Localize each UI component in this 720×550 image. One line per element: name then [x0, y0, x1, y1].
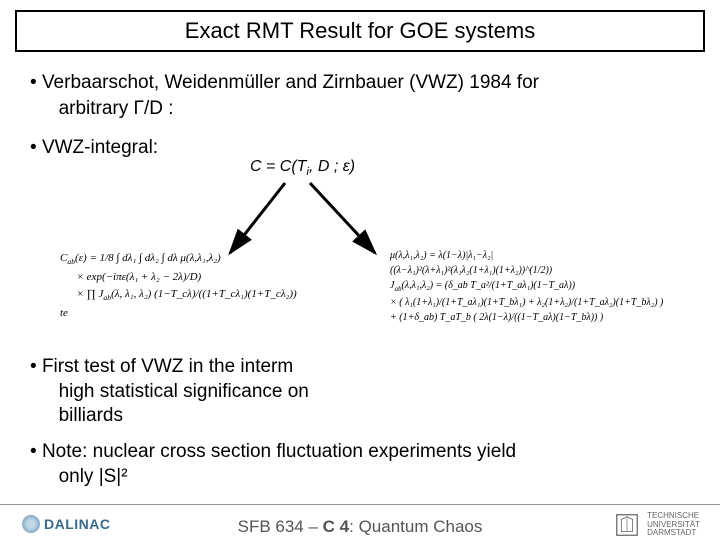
footer-left-logo: DALINAC: [22, 515, 111, 533]
university-name: TECHNISCHE UNIVERSITÄT DARMSTADT: [647, 512, 700, 538]
fc-bold: C 4: [323, 517, 349, 536]
fl-l3c: (λ, λ₁, λ₂) (1−T_cλ)/((1+T_cλ₁)(1+T_cλ₂)…: [111, 288, 297, 300]
fl-l4: te: [60, 307, 68, 319]
footer-center: SFB 634 – C 4: Quantum Chaos: [238, 517, 483, 537]
bullet-mid: • First test of VWZ in the interm high s…: [30, 355, 309, 429]
fl-l1c: (ε) = 1/8 ∫ dλ₁ ∫ dλ₂ ∫ dλ μ(λ,λ₁,λ₂): [75, 252, 221, 264]
fr-l1: μ(λ,λ₁,λ₂) = λ(1−λ)|λ₁−λ₂|: [390, 250, 493, 261]
fc-pre: SFB 634 –: [238, 517, 323, 536]
blast-l2: only |S|²: [59, 466, 128, 487]
formula-right-block: μ(λ,λ₁,λ₂) = λ(1−λ)|λ₁−λ₂| ((λ−λ₁)²(λ+λ₁…: [390, 248, 663, 325]
fc-post: : Quantum Chaos: [349, 517, 482, 536]
blast-l1: Note: nuclear cross section fluctuation …: [42, 441, 516, 462]
slide-title: Exact RMT Result for GOE systems: [15, 10, 705, 52]
c-eq-mid: , D ; ε): [309, 158, 355, 175]
bullet-last: • Note: nuclear cross section fluctuatio…: [30, 440, 680, 489]
fr-l4: × ( λ₁(1+λ₁)/(1+T_aλ₁)(1+T_bλ₁) + λ₂(1+λ…: [390, 297, 663, 308]
uni-l3: DARMSTADT: [647, 528, 696, 537]
footer: DALINAC SFB 634 – C 4: Quantum Chaos TEC…: [0, 504, 720, 550]
footer-right-logo: TECHNISCHE UNIVERSITÄT DARMSTADT: [613, 511, 700, 539]
uni-l2: UNIVERSITÄT: [647, 520, 700, 529]
uni-l1: TECHNISCHE: [647, 511, 699, 520]
fr-l2: ((λ−λ₁)²(λ+λ₁)²(λ₁λ₂(1+λ₁)(1+λ₂))^(1/2)): [390, 265, 552, 276]
formula-left-block: Cab(ε) = 1/8 ∫ dλ₁ ∫ dλ₂ ∫ dλ μ(λ,λ₁,λ₂)…: [60, 250, 297, 322]
s-icon: [22, 515, 40, 533]
bullet-2: VWZ-integral:: [30, 135, 690, 161]
bmid-l3: billiards: [59, 405, 123, 426]
dalinac-text: DALINAC: [44, 516, 111, 532]
content-area: Verbaarschot, Weidenmüller and Zirnbauer…: [0, 52, 720, 161]
fr-l5: + (1+δ_ab) T_aT_b ( 2λ(1−λ)/((1−T_aλ)(1−…: [390, 312, 603, 323]
c-eq-prefix: C = C(T: [250, 158, 306, 175]
bullet-1-line1: Verbaarschot, Weidenmüller and Zirnbauer…: [42, 72, 539, 93]
bullet-1-line2: arbitrary Γ/D :: [59, 98, 174, 119]
fl-l3a: × ∏ J: [77, 288, 104, 300]
fr-l3c: (λ,λ₁,λ₂) = (δ_ab T_a²/(1+T_aλ₁)(1−T_aλ)…: [401, 280, 575, 291]
fl-l1b: ab: [67, 257, 75, 266]
university-logo-icon: [613, 511, 641, 539]
fl-l2: × exp(−iπε(λ₁ + λ₂ − 2λ)/D): [77, 271, 202, 283]
fl-l3b: ab: [103, 293, 111, 302]
bullet-2-text: VWZ-integral:: [42, 137, 158, 158]
bmid-l1: First test of VWZ in the interm: [42, 356, 293, 377]
bullet-1: Verbaarschot, Weidenmüller and Zirnbauer…: [30, 70, 690, 121]
bmid-l2: high statistical significance on: [59, 381, 309, 402]
